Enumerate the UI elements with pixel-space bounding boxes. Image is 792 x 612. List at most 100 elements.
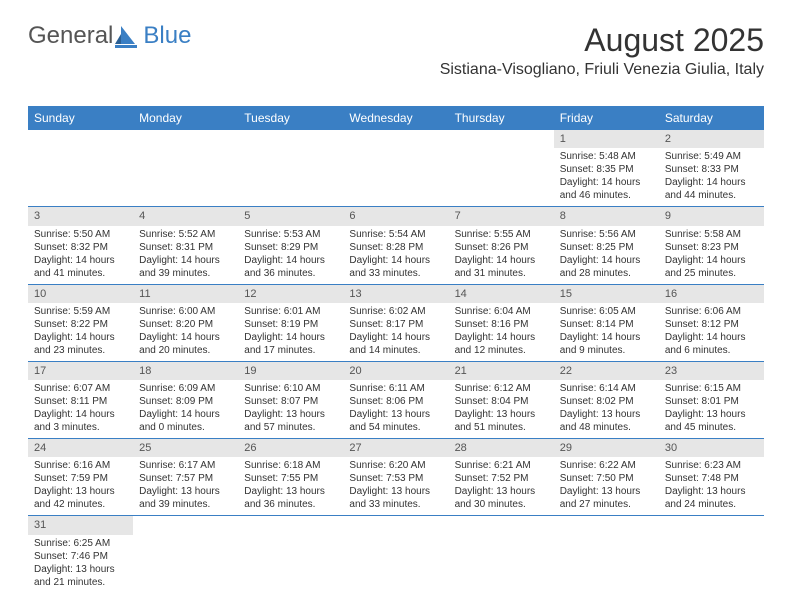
day-body: Sunrise: 6:07 AMSunset: 8:11 PMDaylight:…: [28, 380, 133, 438]
sunrise-text: Sunrise: 6:05 AM: [560, 305, 653, 318]
daylight-text: Daylight: 13 hours: [34, 485, 127, 498]
calendar-cell: 15Sunrise: 6:05 AMSunset: 8:14 PMDayligh…: [554, 284, 659, 361]
sunrise-text: Sunrise: 6:09 AM: [139, 382, 232, 395]
sunrise-text: Sunrise: 6:16 AM: [34, 459, 127, 472]
day-body: Sunrise: 6:14 AMSunset: 8:02 PMDaylight:…: [554, 380, 659, 438]
sunset-text: Sunset: 7:48 PM: [665, 472, 758, 485]
daylight-text: Daylight: 14 hours: [34, 408, 127, 421]
daylight-text: and 41 minutes.: [34, 267, 127, 280]
sunrise-text: Sunrise: 6:04 AM: [455, 305, 548, 318]
day-number: 11: [133, 285, 238, 303]
day-number: 25: [133, 439, 238, 457]
day-body: Sunrise: 6:06 AMSunset: 8:12 PMDaylight:…: [659, 303, 764, 361]
calendar-cell: ..: [449, 130, 554, 207]
day-number: 3: [28, 207, 133, 225]
calendar-cell: 23Sunrise: 6:15 AMSunset: 8:01 PMDayligh…: [659, 361, 764, 438]
sunset-text: Sunset: 7:53 PM: [349, 472, 442, 485]
day-header: Monday: [133, 106, 238, 130]
daylight-text: and 39 minutes.: [139, 498, 232, 511]
calendar-cell: 27Sunrise: 6:20 AMSunset: 7:53 PMDayligh…: [343, 439, 448, 516]
calendar-cell: [659, 516, 764, 593]
sunrise-text: Sunrise: 5:49 AM: [665, 150, 758, 163]
calendar-cell: 5Sunrise: 5:53 AMSunset: 8:29 PMDaylight…: [238, 207, 343, 284]
daylight-text: Daylight: 13 hours: [34, 563, 127, 576]
day-number: 22: [554, 362, 659, 380]
day-body: Sunrise: 6:21 AMSunset: 7:52 PMDaylight:…: [449, 457, 554, 515]
sunset-text: Sunset: 8:23 PM: [665, 241, 758, 254]
sunset-text: Sunset: 7:52 PM: [455, 472, 548, 485]
daylight-text: Daylight: 13 hours: [665, 485, 758, 498]
sunrise-text: Sunrise: 5:48 AM: [560, 150, 653, 163]
daylight-text: Daylight: 14 hours: [349, 331, 442, 344]
sunrise-text: Sunrise: 5:53 AM: [244, 228, 337, 241]
calendar-cell: 29Sunrise: 6:22 AMSunset: 7:50 PMDayligh…: [554, 439, 659, 516]
daylight-text: and 6 minutes.: [665, 344, 758, 357]
brand-logo: General Blue: [28, 22, 191, 50]
daylight-text: Daylight: 14 hours: [665, 254, 758, 267]
daylight-text: Daylight: 13 hours: [139, 485, 232, 498]
day-body: Sunrise: 6:05 AMSunset: 8:14 PMDaylight:…: [554, 303, 659, 361]
daylight-text: Daylight: 14 hours: [34, 331, 127, 344]
daylight-text: and 44 minutes.: [665, 189, 758, 202]
sunset-text: Sunset: 8:22 PM: [34, 318, 127, 331]
daylight-text: Daylight: 14 hours: [560, 331, 653, 344]
daylight-text: and 54 minutes.: [349, 421, 442, 434]
calendar-cell: 8Sunrise: 5:56 AMSunset: 8:25 PMDaylight…: [554, 207, 659, 284]
day-number: 18: [133, 362, 238, 380]
calendar-cell: [449, 516, 554, 593]
day-header: Friday: [554, 106, 659, 130]
day-body: Sunrise: 5:53 AMSunset: 8:29 PMDaylight:…: [238, 226, 343, 284]
daylight-text: Daylight: 14 hours: [665, 176, 758, 189]
sunset-text: Sunset: 8:09 PM: [139, 395, 232, 408]
day-header: Saturday: [659, 106, 764, 130]
sunrise-text: Sunrise: 6:18 AM: [244, 459, 337, 472]
day-number: 13: [343, 285, 448, 303]
calendar-cell: 30Sunrise: 6:23 AMSunset: 7:48 PMDayligh…: [659, 439, 764, 516]
daylight-text: Daylight: 14 hours: [349, 254, 442, 267]
daylight-text: and 42 minutes.: [34, 498, 127, 511]
daylight-text: and 9 minutes.: [560, 344, 653, 357]
sunrise-text: Sunrise: 5:59 AM: [34, 305, 127, 318]
daylight-text: Daylight: 14 hours: [560, 254, 653, 267]
daylight-text: and 14 minutes.: [349, 344, 442, 357]
day-body: Sunrise: 5:48 AMSunset: 8:35 PMDaylight:…: [554, 148, 659, 206]
day-number: 26: [238, 439, 343, 457]
calendar-cell: 19Sunrise: 6:10 AMSunset: 8:07 PMDayligh…: [238, 361, 343, 438]
sunset-text: Sunset: 7:50 PM: [560, 472, 653, 485]
day-number: 9: [659, 207, 764, 225]
day-number: 7: [449, 207, 554, 225]
daylight-text: Daylight: 14 hours: [139, 331, 232, 344]
calendar-cell: 13Sunrise: 6:02 AMSunset: 8:17 PMDayligh…: [343, 284, 448, 361]
day-body: Sunrise: 6:09 AMSunset: 8:09 PMDaylight:…: [133, 380, 238, 438]
daylight-text: Daylight: 14 hours: [244, 254, 337, 267]
sunset-text: Sunset: 8:20 PM: [139, 318, 232, 331]
calendar-cell: 21Sunrise: 6:12 AMSunset: 8:04 PMDayligh…: [449, 361, 554, 438]
sunset-text: Sunset: 7:55 PM: [244, 472, 337, 485]
sunrise-text: Sunrise: 6:00 AM: [139, 305, 232, 318]
calendar-cell: 14Sunrise: 6:04 AMSunset: 8:16 PMDayligh…: [449, 284, 554, 361]
daylight-text: and 33 minutes.: [349, 498, 442, 511]
daylight-text: and 17 minutes.: [244, 344, 337, 357]
day-body: Sunrise: 6:01 AMSunset: 8:19 PMDaylight:…: [238, 303, 343, 361]
daylight-text: and 25 minutes.: [665, 267, 758, 280]
day-body: Sunrise: 6:10 AMSunset: 8:07 PMDaylight:…: [238, 380, 343, 438]
sunrise-text: Sunrise: 6:22 AM: [560, 459, 653, 472]
daylight-text: Daylight: 14 hours: [665, 331, 758, 344]
sunset-text: Sunset: 7:59 PM: [34, 472, 127, 485]
sunrise-text: Sunrise: 6:15 AM: [665, 382, 758, 395]
daylight-text: Daylight: 13 hours: [560, 408, 653, 421]
day-header: Tuesday: [238, 106, 343, 130]
sunrise-text: Sunrise: 5:58 AM: [665, 228, 758, 241]
day-body: Sunrise: 6:02 AMSunset: 8:17 PMDaylight:…: [343, 303, 448, 361]
day-number: 2: [659, 130, 764, 148]
calendar-cell: 20Sunrise: 6:11 AMSunset: 8:06 PMDayligh…: [343, 361, 448, 438]
calendar-cell: ..: [133, 130, 238, 207]
calendar-cell: 22Sunrise: 6:14 AMSunset: 8:02 PMDayligh…: [554, 361, 659, 438]
daylight-text: Daylight: 14 hours: [34, 254, 127, 267]
day-body: Sunrise: 5:49 AMSunset: 8:33 PMDaylight:…: [659, 148, 764, 206]
location-subtitle: Sistiana-Visogliano, Friuli Venezia Giul…: [440, 61, 764, 79]
calendar-cell: 7Sunrise: 5:55 AMSunset: 8:26 PMDaylight…: [449, 207, 554, 284]
sunset-text: Sunset: 8:31 PM: [139, 241, 232, 254]
daylight-text: and 36 minutes.: [244, 498, 337, 511]
daylight-text: Daylight: 13 hours: [665, 408, 758, 421]
